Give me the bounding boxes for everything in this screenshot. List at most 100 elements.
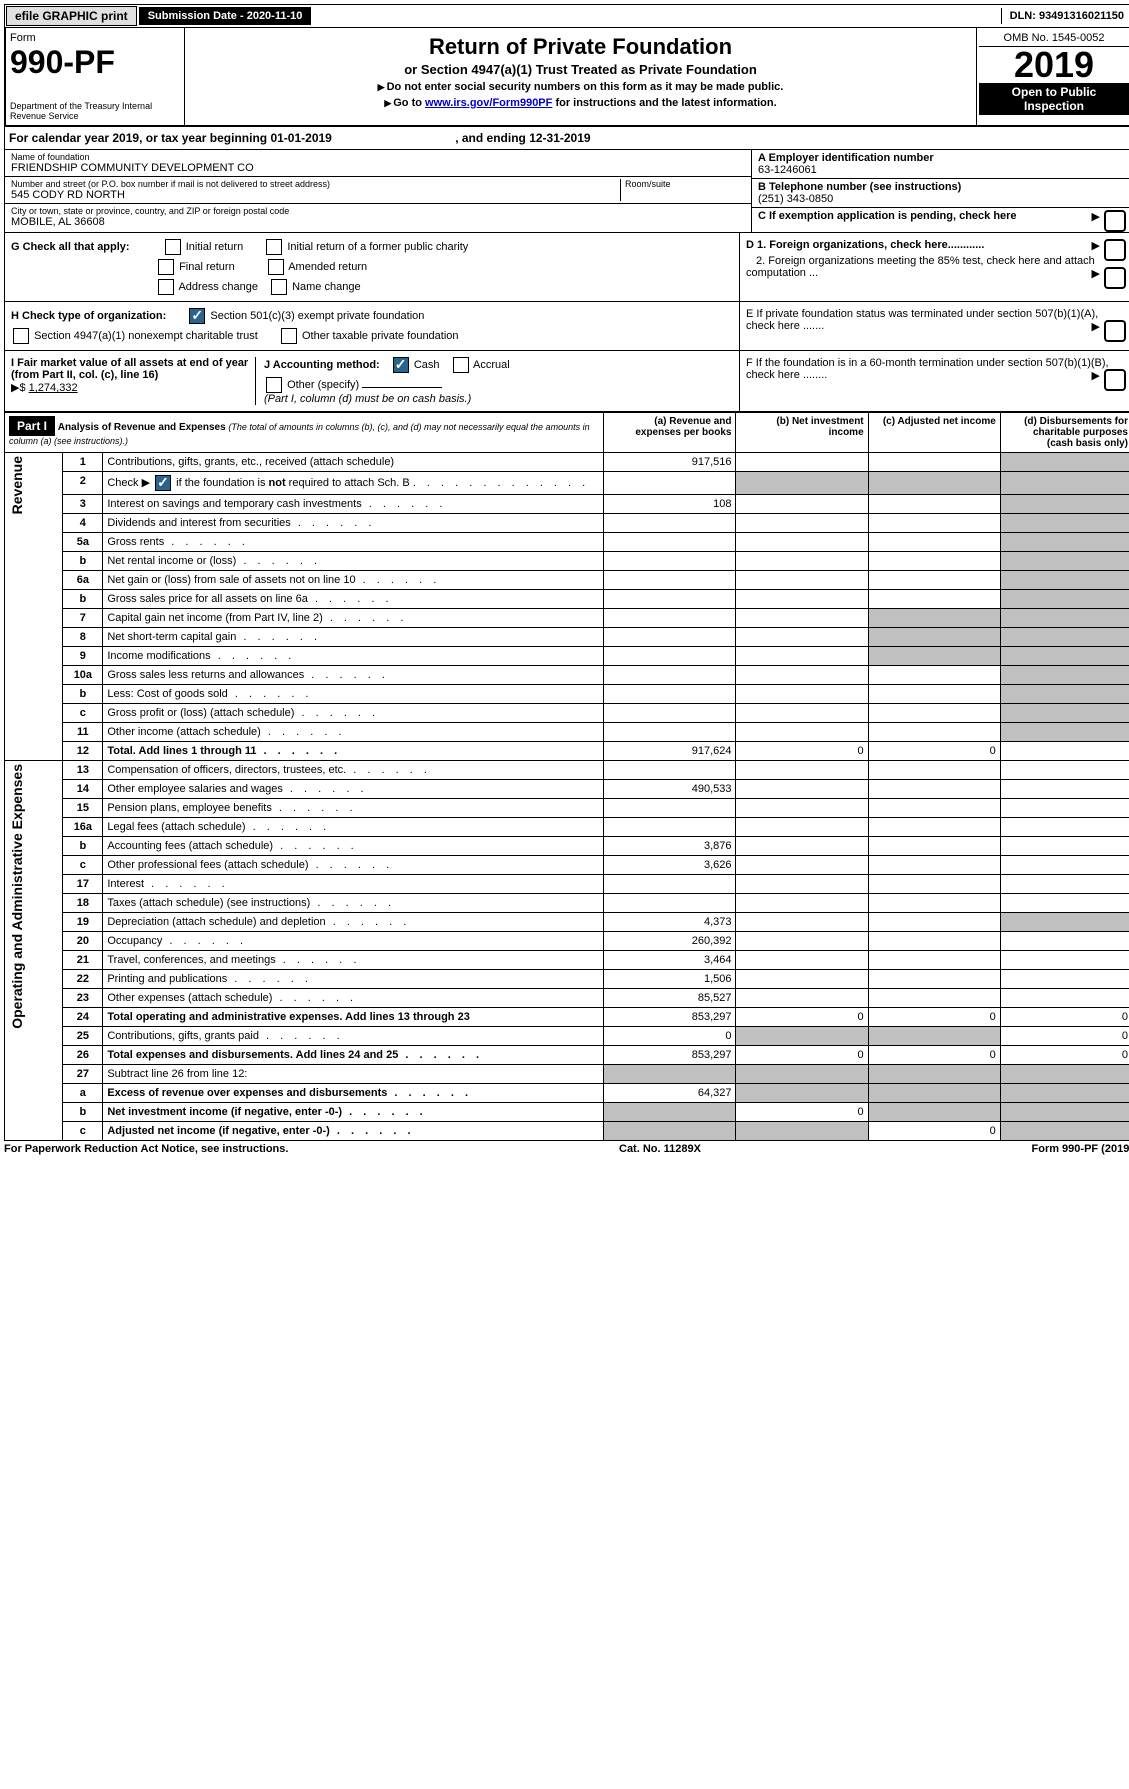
h-opt-1: Section 501(c)(3) exempt private foundat… bbox=[210, 310, 424, 322]
e-checkbox[interactable] bbox=[1104, 320, 1126, 342]
row-desc: Total operating and administrative expen… bbox=[103, 1008, 604, 1027]
cell-c bbox=[868, 533, 1000, 552]
d1-row: D 1. Foreign organizations, check here..… bbox=[746, 239, 1126, 251]
i-j-f-block: I Fair market value of all assets at end… bbox=[4, 351, 1129, 412]
cell-c bbox=[868, 951, 1000, 970]
cell-d bbox=[1000, 932, 1129, 951]
cell-a bbox=[604, 647, 736, 666]
col-b-header: (b) Net investment income bbox=[736, 413, 868, 453]
cell-a bbox=[604, 533, 736, 552]
row-number: 1 bbox=[63, 453, 103, 472]
cell-d bbox=[1000, 837, 1129, 856]
other-method-checkbox[interactable] bbox=[266, 377, 282, 393]
revenue-side-label: Revenue bbox=[9, 456, 25, 514]
col-c-header: (c) Adjusted net income bbox=[868, 413, 1000, 453]
footer-mid: Cat. No. 11289X bbox=[619, 1143, 701, 1155]
final-return-checkbox[interactable] bbox=[158, 259, 174, 275]
row-number: 16a bbox=[63, 818, 103, 837]
table-row: bGross sales price for all assets on lin… bbox=[5, 590, 1129, 609]
cell-c: 0 bbox=[868, 742, 1000, 761]
cell-a bbox=[604, 472, 736, 495]
cell-d bbox=[1000, 818, 1129, 837]
cell-b bbox=[736, 913, 868, 932]
row-number: 22 bbox=[63, 970, 103, 989]
row-desc: Subtract line 26 from line 12: bbox=[103, 1065, 604, 1084]
table-row: bLess: Cost of goods sold . . . . . . bbox=[5, 685, 1129, 704]
cell-c bbox=[868, 1084, 1000, 1103]
instructions-link[interactable]: www.irs.gov/Form990PF bbox=[425, 97, 552, 109]
initial-former-checkbox[interactable] bbox=[266, 239, 282, 255]
cell-a bbox=[604, 723, 736, 742]
form-title-block: Return of Private Foundation or Section … bbox=[185, 28, 976, 125]
cell-c bbox=[868, 472, 1000, 495]
row-number: 18 bbox=[63, 894, 103, 913]
table-row: 16aLegal fees (attach schedule) . . . . … bbox=[5, 818, 1129, 837]
address-change-checkbox[interactable] bbox=[158, 279, 174, 295]
d1-checkbox[interactable] bbox=[1104, 239, 1126, 261]
form-id-block: Form 990-PF Department of the Treasury I… bbox=[6, 28, 185, 125]
cell-c bbox=[868, 894, 1000, 913]
cell-d bbox=[1000, 704, 1129, 723]
cell-a bbox=[604, 1065, 736, 1084]
row-desc: Accounting fees (attach schedule) . . . … bbox=[103, 837, 604, 856]
sch-b-checkbox[interactable] bbox=[155, 475, 171, 491]
row-desc: Income modifications . . . . . . bbox=[103, 647, 604, 666]
cell-d bbox=[1000, 894, 1129, 913]
initial-return-checkbox[interactable] bbox=[165, 239, 181, 255]
501c3-checkbox[interactable] bbox=[189, 308, 205, 324]
cell-d bbox=[1000, 514, 1129, 533]
row-desc: Less: Cost of goods sold . . . . . . bbox=[103, 685, 604, 704]
cell-a: 3,876 bbox=[604, 837, 736, 856]
cell-a: 853,297 bbox=[604, 1046, 736, 1065]
c-checkbox[interactable] bbox=[1104, 210, 1126, 232]
cell-c bbox=[868, 685, 1000, 704]
table-row: cAdjusted net income (if negative, enter… bbox=[5, 1122, 1129, 1141]
row-number: a bbox=[63, 1084, 103, 1103]
cell-c bbox=[868, 453, 1000, 472]
row-desc: Depreciation (attach schedule) and deple… bbox=[103, 913, 604, 932]
row-desc: Contributions, gifts, grants, etc., rece… bbox=[103, 453, 604, 472]
cell-b bbox=[736, 761, 868, 780]
name-change-checkbox[interactable] bbox=[271, 279, 287, 295]
amended-checkbox[interactable] bbox=[268, 259, 284, 275]
cell-a bbox=[604, 761, 736, 780]
f-checkbox[interactable] bbox=[1104, 369, 1126, 391]
i-arrow: ▶$ bbox=[11, 382, 26, 394]
row-desc: Total expenses and disbursements. Add li… bbox=[103, 1046, 604, 1065]
4947-checkbox[interactable] bbox=[13, 328, 29, 344]
part1-title: Analysis of Revenue and Expenses bbox=[58, 422, 226, 433]
row-desc: Net gain or (loss) from sale of assets n… bbox=[103, 571, 604, 590]
cell-c bbox=[868, 571, 1000, 590]
cell-d bbox=[1000, 628, 1129, 647]
cell-d: 0 bbox=[1000, 1027, 1129, 1046]
g-opt-2: Final return bbox=[179, 261, 235, 273]
address-cell: Number and street (or P.O. box number if… bbox=[5, 177, 751, 204]
e-block: E If private foundation status was termi… bbox=[739, 302, 1129, 350]
d2-checkbox[interactable] bbox=[1104, 267, 1126, 289]
cell-b bbox=[736, 799, 868, 818]
f-label: F If the foundation is in a 60-month ter… bbox=[746, 357, 1109, 381]
d1-label: D 1. Foreign organizations, check here..… bbox=[746, 239, 984, 251]
row-desc: Gross sales less returns and allowances … bbox=[103, 666, 604, 685]
g-opt-1: Initial return of a former public charit… bbox=[287, 241, 468, 253]
row-number: b bbox=[63, 1103, 103, 1122]
cell-d bbox=[1000, 951, 1129, 970]
cell-c bbox=[868, 628, 1000, 647]
entity-info: Name of foundation FRIENDSHIP COMMUNITY … bbox=[4, 150, 1129, 233]
j-label: J Accounting method: bbox=[264, 359, 380, 371]
cell-d bbox=[1000, 495, 1129, 514]
cell-d bbox=[1000, 761, 1129, 780]
cell-a bbox=[604, 552, 736, 571]
part1-table: Part I Analysis of Revenue and Expenses … bbox=[4, 412, 1129, 1141]
cell-b bbox=[736, 590, 868, 609]
efile-button[interactable]: efile GRAPHIC print bbox=[6, 6, 137, 26]
cell-d bbox=[1000, 1103, 1129, 1122]
cell-b bbox=[736, 989, 868, 1008]
cell-b bbox=[736, 1027, 868, 1046]
cash-checkbox[interactable] bbox=[393, 357, 409, 373]
d2-row: 2. Foreign organizations meeting the 85%… bbox=[746, 255, 1126, 279]
cell-d bbox=[1000, 552, 1129, 571]
cal-mid: , and ending bbox=[455, 131, 529, 145]
accrual-checkbox[interactable] bbox=[453, 357, 469, 373]
other-taxable-checkbox[interactable] bbox=[281, 328, 297, 344]
